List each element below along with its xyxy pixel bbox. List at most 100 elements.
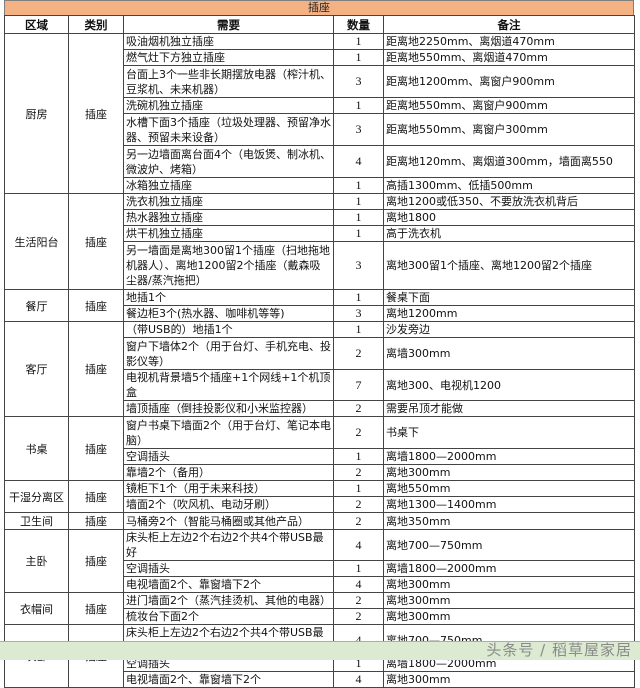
area-cell: 生活阳台 [4,193,69,290]
note-cell: 离地300mm [383,464,635,481]
quantity-cell: 2 [333,400,384,417]
quantity-cell: 4 [333,145,384,178]
header-qty: 数量 [333,15,384,34]
note-cell: 离墙1800—2000mm [383,448,635,465]
need-cell: 空调插头 [123,560,334,577]
type-cell: 插座 [68,592,124,625]
outlet-table: 区域 类别 需要 数量 备注 厨房 插座 吸油烟机独立插座 1 距离地2250mm、离烟… [4,15,635,688]
table-row: 书桌 插座 窗户书桌下墙面2个（用于台灯、笔记本电脑） 2 书桌下 [4,416,635,481]
header-need: 需要 [123,15,334,34]
need-cell: 地插1个 [123,289,334,306]
need-cell: 热水器独立插座 [123,209,334,226]
note-cell: 离地300、电视机1200 [383,369,635,401]
note-cell: 距离地550mm、离烟道470mm [383,49,635,66]
type-cell: 插座 [68,416,124,481]
quantity-cell: 3 [333,241,384,290]
table-row: 空调插头 1 离墙1800—2000mm [5,448,635,465]
type-cell: 插座 [68,512,124,530]
table-title: 插座 [4,0,634,15]
area-cell: 餐厅 [4,289,69,322]
type-cell: 插座 [68,480,124,513]
note-cell: 高插1300mm、低插500mm [383,177,635,194]
quantity-cell: 1 [333,560,384,577]
quantity-cell: 1 [333,209,384,226]
quantity-cell: 2 [333,496,384,513]
note-cell: 离地300mm [383,671,635,688]
note-cell: 离地300mm [383,608,635,625]
table-row: 电视墙面2个、靠窗墙下2个 4 离地300mm [5,576,635,593]
area-cell: 书桌 [4,416,69,481]
need-cell: 墙顶插座（倒挂投影仪和小米监控器） [123,400,334,417]
need-cell: 冰箱独立插座 [123,177,334,194]
header-note: 备注 [383,15,635,34]
table-row: 烘干机独立插座 1 高于洗衣机 [5,225,635,242]
need-cell: 另一墙面是离地300留1个插座（扫地拖地机器人）、离地1200留2个插座（戴森吸… [123,241,334,290]
table-body: 厨房 插座 吸油烟机独立插座 1 距离地2250mm、离烟道470mm 燃气灶下方独立插座… [4,33,635,688]
need-cell: 梳妆台下面2个 [123,608,334,625]
table-row: 衣帽间 插座 进门墙面2个（蒸汽挂烫机、其他的电器） 2 离地300mm [4,592,635,625]
type-cell: 插座 [68,289,124,322]
note-cell: 距离地1200mm、离窗户900mm [383,65,635,98]
table-row: 生活阳台 插座 洗衣机独立插座 1 离地1200或低350、不要放洗衣机背后 [4,193,635,290]
note-cell: 高于洗衣机 [383,225,635,242]
quantity-cell: 1 [333,33,384,50]
table-row: 梳妆台下面2个 2 离地300mm [5,608,635,625]
quantity-cell: 4 [333,671,384,688]
note-cell: 离地350mm [383,512,635,530]
quantity-cell: 1 [333,321,384,338]
note-cell: 离地1200或低350、不要放洗衣机背后 [383,193,635,210]
need-cell: 空调插头 [123,448,334,465]
note-cell: 离地1300—1400mm [383,496,635,513]
need-cell: 餐边柜3个(热水器、咖啡机等等) [123,305,334,322]
type-cell: 插座 [68,193,124,290]
header-type: 类别 [68,15,124,34]
quantity-cell: 2 [333,592,384,609]
note-cell: 书桌下 [383,416,635,449]
table-row: 热水器独立插座 1 离地1800 [5,209,635,226]
need-cell: 窗户书桌下墙面2个（用于台灯、笔记本电脑） [123,416,334,449]
note-cell: 离墙1800—2000mm [383,560,635,577]
outlet-table-container: 插座 区域 类别 需要 数量 备注 厨房 插座 吸油烟机独立插座 1 距离地2250mm… [4,0,635,688]
quantity-cell: 1 [333,97,384,114]
need-cell: 镜柜下1个（用于未来科技） [123,480,334,497]
table-row: 厨房 插座 吸油烟机独立插座 1 距离地2250mm、离烟道470mm [4,33,635,194]
header-area: 区域 [4,15,69,34]
need-cell: 燃气灶下方独立插座 [123,49,334,66]
need-cell: 吸油烟机独立插座 [123,33,334,50]
need-cell: 洗碗机独立插座 [123,97,334,114]
type-cell: 插座 [68,529,124,593]
need-cell: 床头柜上左边2个右边2个共4个带USB最好 [123,529,334,561]
area-cell: 客厅 [4,321,69,417]
watermark: 头条号 / 稻草屋家居 [486,641,632,659]
need-cell: 电视墙面2个、靠窗墙下2个 [123,576,334,593]
table-row: 餐厅 插座 地插1个 1 餐桌下面 [4,289,635,322]
quantity-cell: 1 [333,225,384,242]
quantity-cell: 2 [333,416,384,449]
need-cell: 马桶旁2个（智能马桶圈或其他产品） [123,512,334,530]
quantity-cell: 4 [333,576,384,593]
quantity-cell: 7 [333,369,384,401]
type-cell: 插座 [68,321,124,417]
need-cell: 洗衣机独立插座 [123,193,334,210]
area-cell: 衣帽间 [4,592,69,625]
note-cell: 需要吊顶才能做 [383,400,635,417]
type-cell: 插座 [68,33,124,194]
need-cell: 电视墙面2个、靠窗墙下2个 [123,671,334,688]
table-row: 窗户下墙体2个（用于台灯、手机充电、投影仪等） 2 离墙300mm [5,337,635,370]
table-row: 墙面2个（吹风机、电动牙刷） 2 离地1300—1400mm [5,496,635,513]
table-row: 电视机背景墙5个插座+1个网线+1个机顶盒 7 离地300、电视机1200 [5,369,635,401]
quantity-cell: 4 [333,529,384,561]
quantity-cell: 3 [333,65,384,98]
note-cell: 离地300留1个插座、离地1200留2个插座 [383,241,635,290]
note-cell: 距离地120mm、离烟道300mm，墙面离550 [383,145,635,178]
note-cell: 离地300mm [383,576,635,593]
table-row: 客厅 插座 （带USB的）地插1个 1 沙发旁边 [4,321,635,417]
area-cell: 厨房 [4,33,69,194]
note-cell: 距离地550mm、离窗户900mm [383,97,635,114]
need-cell: （带USB的）地插1个 [123,321,334,338]
area-cell: 卫生间 [4,512,69,530]
need-cell: 靠墙2个（备用） [123,464,334,481]
table-row: 洗碗机独立插座 1 距离地550mm、离窗户900mm [5,97,635,114]
need-cell: 水槽下面3个插座（垃圾处理器、预留净水器、预留未来设备） [123,113,334,146]
need-cell: 台面上3个一些非长期摆放电器（榨汁机、豆浆机、未来机器） [123,65,334,98]
